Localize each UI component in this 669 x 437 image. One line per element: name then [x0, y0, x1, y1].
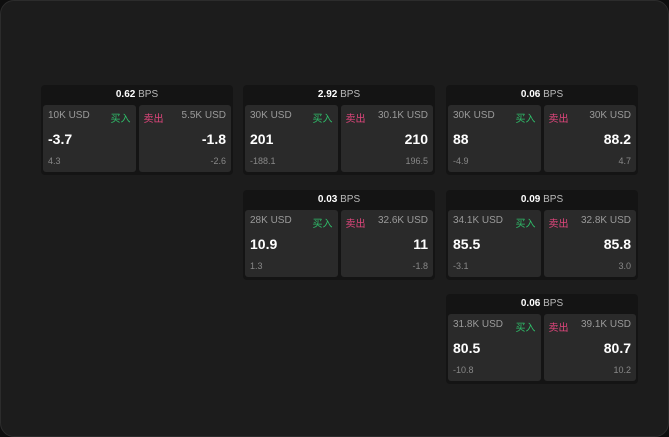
sell-panel[interactable]: 卖出 5.5K USD -1.8 -2.6 [138, 105, 231, 172]
bid-price: 201 [250, 131, 274, 147]
spread-value: 0.06 [520, 89, 541, 100]
bid-size: 28K USD [250, 215, 292, 226]
sell-label: 卖出 [548, 219, 569, 230]
ask-change: 10.2 [613, 365, 631, 375]
bid-change: -3.1 [453, 261, 469, 271]
sell-panel[interactable]: 卖出 30.1K USD 210 196.5 [340, 105, 433, 172]
spread-header: 0.09 BPS [446, 190, 638, 210]
spread-header: 0.03 BPS [243, 190, 435, 210]
sell-label: 卖出 [143, 114, 164, 125]
spread-value: 0.03 [317, 194, 338, 205]
bid-change: -4.9 [453, 156, 469, 166]
ask-size: 32.8K USD [580, 215, 631, 226]
price-card: 2.92 BPS 30K USD 买入 201 -188.1 卖出 30.1K US… [243, 85, 435, 175]
buy-panel[interactable]: 34.1K USD 买入 85.5 -3.1 [448, 210, 541, 277]
buy-label: 买入 [312, 219, 333, 230]
price-card: 0.62 BPS 10K USD 买入 -3.7 4.3 卖出 5.5K USD -… [41, 85, 233, 175]
buy-panel[interactable]: 30K USD 买入 88 -4.9 [448, 105, 541, 172]
bid-change: -188.1 [250, 156, 276, 166]
bid-price: 10.9 [250, 236, 278, 252]
spread-unit: BPS [138, 89, 159, 100]
buy-label: 买入 [515, 114, 536, 125]
sell-label: 卖出 [345, 219, 366, 230]
price-card: 0.03 BPS 28K USD 买入 10.9 1.3 卖出 32.6K USD … [243, 190, 435, 280]
ask-price: 11 [413, 236, 428, 252]
ask-price: 88.2 [603, 131, 631, 147]
sell-panel[interactable]: 卖出 39.1K USD 80.7 10.2 [543, 314, 636, 381]
bid-size: 30K USD [453, 110, 495, 121]
sell-label: 卖出 [548, 323, 569, 334]
sell-panel[interactable]: 卖出 32.8K USD 85.8 3.0 [543, 210, 636, 277]
price-card: 0.06 BPS 31.8K USD 买入 80.5 -10.8 卖出 39.1K … [446, 294, 638, 384]
sell-panel[interactable]: 卖出 30K USD 88.2 4.7 [543, 105, 636, 172]
sell-label: 卖出 [548, 114, 569, 125]
ask-change: 196.5 [405, 156, 428, 166]
spread-value: 0.62 [115, 89, 136, 100]
bid-change: -10.8 [453, 365, 474, 375]
spread-value: 0.06 [520, 298, 541, 309]
bid-price: 88 [453, 131, 469, 147]
ask-size: 39.1K USD [580, 319, 631, 330]
buy-panel[interactable]: 30K USD 买入 201 -188.1 [245, 105, 338, 172]
bid-price: 85.5 [453, 236, 481, 252]
buy-label: 买入 [515, 219, 536, 230]
buy-label: 买入 [110, 114, 131, 125]
spread-header: 0.62 BPS [41, 85, 233, 105]
ask-price: 210 [404, 131, 428, 147]
ask-change: -1.8 [412, 261, 428, 271]
sell-panel[interactable]: 卖出 32.6K USD 11 -1.8 [340, 210, 433, 277]
spread-unit: BPS [543, 194, 564, 205]
bid-price: -3.7 [48, 131, 73, 147]
ask-size: 5.5K USD [181, 110, 226, 121]
bid-change: 4.3 [48, 156, 61, 166]
price-card: 0.06 BPS 30K USD 买入 88 -4.9 卖出 30K USD 88.… [446, 85, 638, 175]
bid-size: 10K USD [48, 110, 90, 121]
spread-unit: BPS [340, 194, 361, 205]
bid-size: 31.8K USD [453, 319, 504, 330]
bid-size: 34.1K USD [453, 215, 504, 226]
spread-value: 2.92 [317, 89, 338, 100]
ask-size: 30.1K USD [377, 110, 428, 121]
buy-panel[interactable]: 28K USD 买入 10.9 1.3 [245, 210, 338, 277]
spread-unit: BPS [543, 89, 564, 100]
ask-price: 80.7 [603, 340, 631, 356]
spread-unit: BPS [340, 89, 361, 100]
ask-change: 4.7 [618, 156, 631, 166]
bid-price: 80.5 [453, 340, 481, 356]
buy-panel[interactable]: 10K USD 买入 -3.7 4.3 [43, 105, 136, 172]
spread-header: 0.06 BPS [446, 294, 638, 314]
bid-change: 1.3 [250, 261, 263, 271]
buy-label: 买入 [312, 114, 333, 125]
buy-label: 买入 [515, 323, 536, 334]
ask-change: 3.0 [618, 261, 631, 271]
buy-panel[interactable]: 31.8K USD 买入 80.5 -10.8 [448, 314, 541, 381]
sell-label: 卖出 [345, 114, 366, 125]
ask-price: 85.8 [603, 236, 631, 252]
bid-size: 30K USD [250, 110, 292, 121]
price-card: 0.09 BPS 34.1K USD 买入 85.5 -3.1 卖出 32.8K U… [446, 190, 638, 280]
ask-change: -2.6 [210, 156, 226, 166]
spread-unit: BPS [543, 298, 564, 309]
ask-price: -1.8 [201, 131, 226, 147]
spread-header: 2.92 BPS [243, 85, 435, 105]
spread-value: 0.09 [520, 194, 541, 205]
spread-header: 0.06 BPS [446, 85, 638, 105]
ask-size: 32.6K USD [377, 215, 428, 226]
ask-size: 30K USD [589, 110, 631, 121]
